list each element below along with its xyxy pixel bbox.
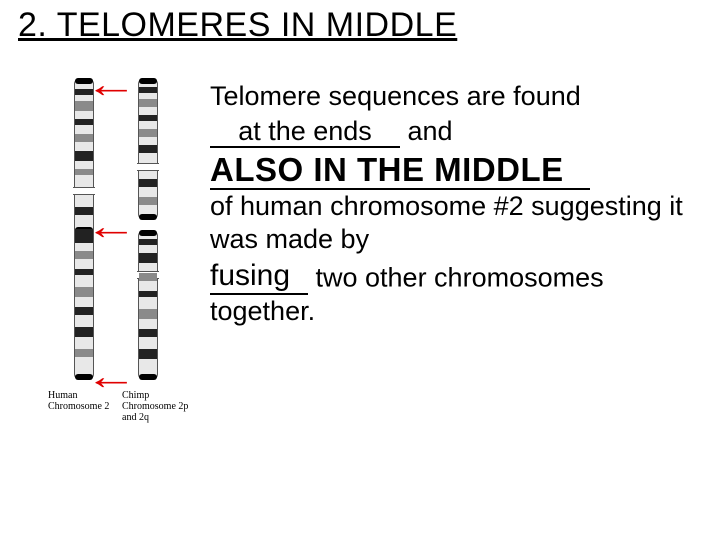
chromosome-band bbox=[75, 327, 93, 337]
telomere bbox=[139, 214, 157, 220]
label-line: Chromosome 2 bbox=[48, 401, 109, 412]
chromosome-band bbox=[75, 207, 93, 215]
centromere bbox=[73, 187, 95, 195]
label-line: Chromosome 2p bbox=[122, 401, 188, 412]
chromosome-band bbox=[139, 115, 157, 121]
chromosome-band bbox=[75, 229, 93, 243]
human-chromosome-2 bbox=[74, 78, 94, 380]
centromere bbox=[137, 163, 159, 171]
blank-2-fill: ALSO IN THE MIDDLE bbox=[210, 151, 564, 188]
chromosome-band bbox=[139, 129, 157, 137]
text-run: of human chromosome #2 suggesting it was… bbox=[210, 191, 683, 254]
telomere bbox=[75, 374, 93, 380]
chromosome-band bbox=[75, 251, 93, 259]
chromosome-band bbox=[139, 99, 157, 107]
chimp-chromosome-2q bbox=[138, 230, 158, 380]
chromosome-band bbox=[75, 89, 93, 95]
slide: 2. TELOMERES IN MIDDLE Telomere sequence… bbox=[0, 0, 720, 540]
chromosome-band bbox=[139, 349, 157, 359]
chromosome-band bbox=[139, 273, 157, 281]
telomere bbox=[75, 78, 93, 84]
chimp-label: Chimp Chromosome 2p and 2q bbox=[122, 390, 202, 423]
blank-2: ALSO IN THE MIDDLE bbox=[210, 148, 590, 190]
telomere bbox=[139, 230, 157, 236]
chromosome-band bbox=[75, 169, 93, 175]
telomere bbox=[139, 78, 157, 84]
body-text: Telomere sequences are found at the ends… bbox=[210, 80, 690, 328]
chromosome-band bbox=[139, 179, 157, 187]
slide-title: 2. TELOMERES IN MIDDLE bbox=[18, 6, 457, 45]
chromosome-band bbox=[139, 291, 157, 297]
chromosome-band bbox=[139, 253, 157, 263]
blank-3: fusing bbox=[210, 256, 308, 295]
chromosome-band bbox=[139, 329, 157, 337]
text-run: Telomere sequences are found bbox=[210, 81, 581, 111]
blank-3-fill: fusing bbox=[210, 259, 290, 292]
label-line: Chimp bbox=[122, 390, 149, 401]
chromosome-band bbox=[75, 287, 93, 297]
chromosome-band bbox=[139, 309, 157, 319]
chromosome-diagram: ← ← ← Human Chromosome 2 Chimp Chr bbox=[22, 78, 207, 498]
chromosome-band bbox=[139, 197, 157, 205]
chromosome-band bbox=[75, 134, 93, 142]
chromosome-band bbox=[75, 349, 93, 357]
chromosome-band bbox=[75, 269, 93, 275]
blank-1-fill: at the ends bbox=[238, 116, 372, 146]
chromosome-band bbox=[75, 101, 93, 111]
label-line: and 2q bbox=[122, 412, 149, 423]
blank-1: at the ends bbox=[210, 113, 400, 148]
chromosome-band bbox=[75, 151, 93, 161]
chromosome-band bbox=[139, 87, 157, 93]
telomere bbox=[139, 374, 157, 380]
chimp-chromosome-2p bbox=[138, 78, 158, 220]
text-run: and bbox=[400, 116, 453, 146]
chromosome-band bbox=[139, 145, 157, 153]
chromosome-band bbox=[139, 239, 157, 245]
label-line: Human bbox=[48, 390, 77, 401]
chromosome-band bbox=[75, 307, 93, 315]
human-label: Human Chromosome 2 bbox=[48, 390, 128, 412]
chromosome-band bbox=[75, 119, 93, 125]
